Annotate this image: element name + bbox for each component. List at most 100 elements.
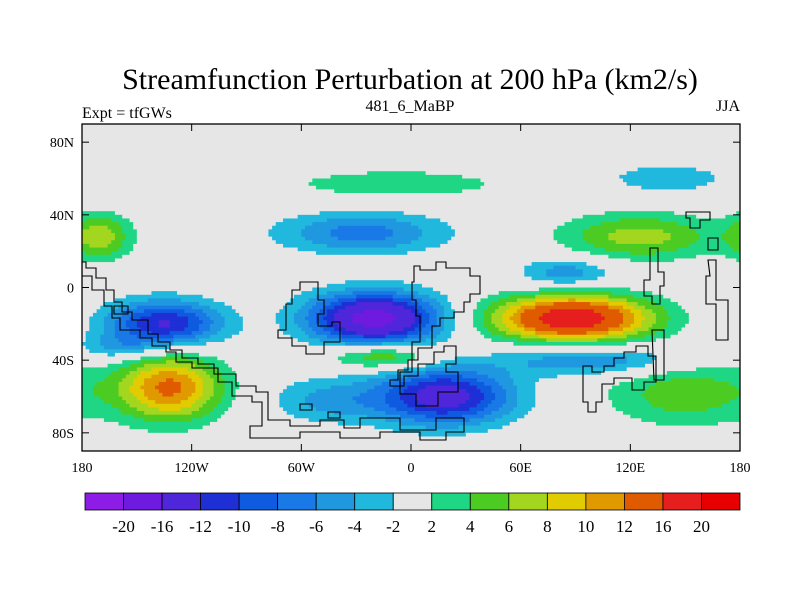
field-cell	[82, 349, 90, 354]
field-cell	[403, 400, 419, 405]
field-cell	[429, 294, 449, 299]
field-cell	[542, 320, 602, 325]
field-cell	[363, 363, 379, 369]
field-cell	[403, 371, 427, 376]
field-cell	[202, 294, 295, 299]
field-cell	[601, 320, 624, 325]
field-cell	[114, 352, 167, 358]
field-cell	[626, 298, 650, 303]
field-cell	[538, 316, 606, 321]
field-cell	[180, 381, 196, 387]
field-cell	[608, 236, 672, 241]
field-cell	[312, 222, 412, 227]
field-cell	[396, 356, 416, 361]
colorbar-swatch	[662, 492, 702, 511]
field-cell	[275, 312, 295, 318]
field-cell	[220, 327, 244, 332]
field-cell	[418, 389, 467, 394]
field-cell	[502, 334, 522, 339]
field-cell	[82, 392, 94, 398]
field-cell	[173, 342, 207, 347]
field-cell	[480, 400, 493, 405]
field-cell	[487, 374, 511, 379]
field-cell	[531, 276, 599, 281]
field-cell	[206, 312, 222, 318]
field-cell	[180, 298, 215, 303]
field-cell	[323, 305, 335, 310]
field-cell	[414, 392, 471, 398]
field-cell	[495, 418, 518, 423]
colorbar-swatch	[546, 492, 587, 511]
field-cell	[655, 320, 668, 325]
colorbar-label: 8	[543, 517, 552, 536]
field-cell	[82, 247, 120, 252]
field-cell	[480, 185, 642, 190]
field-cell	[476, 327, 489, 332]
field-cell	[209, 411, 226, 416]
colorbar-label: 6	[505, 517, 514, 536]
field-cell	[82, 356, 142, 361]
field-cell	[308, 342, 346, 347]
field-cell	[553, 236, 584, 241]
field-cell	[535, 396, 609, 401]
field-cell	[487, 403, 503, 408]
field-cell	[363, 309, 387, 314]
field-cell	[513, 342, 628, 347]
field-cell	[140, 356, 164, 361]
field-cell	[82, 334, 87, 339]
colorbar-swatch	[84, 492, 124, 511]
field-cell	[655, 251, 740, 256]
field-cell	[239, 331, 284, 336]
field-cell	[213, 298, 291, 303]
field-cell	[436, 342, 514, 347]
field-cell	[575, 298, 609, 303]
field-cell	[385, 411, 408, 416]
field-cell	[440, 243, 566, 249]
field-cell	[593, 309, 620, 314]
field-cell	[491, 385, 503, 390]
field-cell	[524, 272, 547, 278]
field-cell	[235, 392, 280, 398]
field-cell	[301, 327, 313, 332]
field-cell	[136, 305, 193, 310]
field-cell	[180, 385, 196, 390]
field-cell	[188, 367, 204, 372]
field-cell	[425, 403, 460, 408]
field-cell	[356, 302, 394, 307]
field-cell	[491, 312, 503, 318]
field-cell	[103, 327, 116, 332]
colorbar-swatch	[200, 492, 240, 511]
field-cell	[564, 243, 595, 249]
field-cell	[535, 302, 555, 307]
field-cell	[82, 283, 328, 289]
field-cell	[82, 196, 740, 201]
field-cell	[641, 323, 653, 329]
field-cell	[491, 302, 507, 307]
coastlines	[82, 211, 729, 441]
field-cell	[421, 316, 430, 321]
colorbar-label: 10	[577, 517, 594, 536]
field-cell	[666, 323, 686, 329]
field-cell	[111, 218, 131, 223]
field-cell	[82, 327, 90, 332]
field-cell	[513, 381, 536, 387]
field-cell	[136, 374, 153, 379]
field-cell	[542, 356, 628, 361]
field-cell	[209, 363, 229, 369]
field-cell	[418, 309, 427, 314]
field-cell	[118, 367, 138, 372]
field-cell	[209, 396, 222, 401]
field-cell	[82, 312, 94, 318]
field-cell	[626, 367, 697, 372]
field-cell	[608, 327, 624, 332]
field-cell	[352, 396, 387, 401]
field-cell	[506, 331, 522, 336]
field-cell	[136, 367, 153, 372]
field-cell	[480, 178, 624, 183]
field-cell	[129, 385, 142, 390]
field-cell	[206, 400, 222, 405]
field-cell	[608, 331, 624, 336]
field-cell	[363, 323, 387, 329]
field-cell	[517, 338, 547, 343]
